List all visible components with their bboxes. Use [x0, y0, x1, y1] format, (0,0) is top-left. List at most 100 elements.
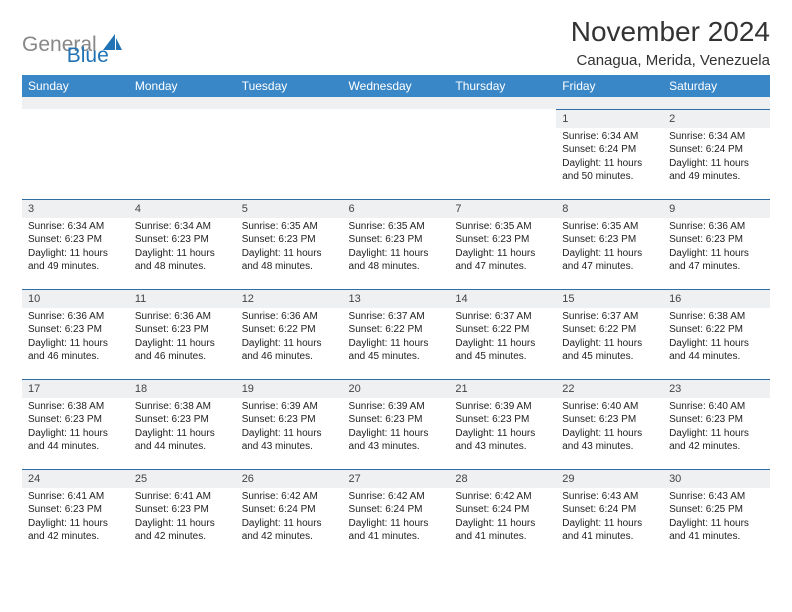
dayname-sunday: Sunday	[22, 75, 129, 97]
day-cell: 5Sunrise: 6:35 AMSunset: 6:23 PMDaylight…	[236, 199, 343, 289]
sunrise-text: Sunrise: 6:38 AM	[669, 310, 764, 324]
day-body: Sunrise: 6:37 AMSunset: 6:22 PMDaylight:…	[343, 308, 450, 366]
sunset-text: Sunset: 6:23 PM	[135, 323, 230, 337]
sunrise-text: Sunrise: 6:34 AM	[562, 130, 657, 144]
daylight-text: Daylight: 11 hours and 43 minutes.	[562, 427, 657, 454]
daylight-text: Daylight: 11 hours and 46 minutes.	[135, 337, 230, 364]
day-cell: 21Sunrise: 6:39 AMSunset: 6:23 PMDayligh…	[449, 379, 556, 469]
day-cell: 27Sunrise: 6:42 AMSunset: 6:24 PMDayligh…	[343, 469, 450, 559]
daylight-text: Daylight: 11 hours and 47 minutes.	[669, 247, 764, 274]
sunrise-text: Sunrise: 6:35 AM	[455, 220, 550, 234]
day-body: Sunrise: 6:37 AMSunset: 6:22 PMDaylight:…	[556, 308, 663, 366]
daylight-text: Daylight: 11 hours and 45 minutes.	[455, 337, 550, 364]
sunrise-text: Sunrise: 6:36 AM	[242, 310, 337, 324]
day-cell: 24Sunrise: 6:41 AMSunset: 6:23 PMDayligh…	[22, 469, 129, 559]
sunset-text: Sunset: 6:23 PM	[562, 233, 657, 247]
sunrise-text: Sunrise: 6:43 AM	[669, 490, 764, 504]
sunset-text: Sunset: 6:22 PM	[455, 323, 550, 337]
day-number: 25	[129, 470, 236, 488]
week-row: 10Sunrise: 6:36 AMSunset: 6:23 PMDayligh…	[22, 289, 770, 379]
day-body: Sunrise: 6:39 AMSunset: 6:23 PMDaylight:…	[236, 398, 343, 456]
dayname-monday: Monday	[129, 75, 236, 97]
sunrise-text: Sunrise: 6:38 AM	[135, 400, 230, 414]
sunrise-text: Sunrise: 6:39 AM	[455, 400, 550, 414]
calendar-table: Sunday Monday Tuesday Wednesday Thursday…	[22, 75, 770, 559]
daylight-text: Daylight: 11 hours and 46 minutes.	[242, 337, 337, 364]
day-cell: 3Sunrise: 6:34 AMSunset: 6:23 PMDaylight…	[22, 199, 129, 289]
day-body: Sunrise: 6:35 AMSunset: 6:23 PMDaylight:…	[556, 218, 663, 276]
daylight-text: Daylight: 11 hours and 43 minutes.	[455, 427, 550, 454]
day-number: 14	[449, 290, 556, 308]
day-number: 28	[449, 470, 556, 488]
day-number: 1	[556, 110, 663, 128]
day-number: 19	[236, 380, 343, 398]
dayname-tuesday: Tuesday	[236, 75, 343, 97]
day-cell: 12Sunrise: 6:36 AMSunset: 6:22 PMDayligh…	[236, 289, 343, 379]
daylight-text: Daylight: 11 hours and 48 minutes.	[135, 247, 230, 274]
sunrise-text: Sunrise: 6:42 AM	[455, 490, 550, 504]
sunrise-text: Sunrise: 6:37 AM	[349, 310, 444, 324]
sunset-text: Sunset: 6:24 PM	[242, 503, 337, 517]
day-cell: 29Sunrise: 6:43 AMSunset: 6:24 PMDayligh…	[556, 469, 663, 559]
day-cell: 18Sunrise: 6:38 AMSunset: 6:23 PMDayligh…	[129, 379, 236, 469]
day-body: Sunrise: 6:36 AMSunset: 6:22 PMDaylight:…	[236, 308, 343, 366]
sunset-text: Sunset: 6:24 PM	[562, 503, 657, 517]
sunrise-text: Sunrise: 6:34 AM	[135, 220, 230, 234]
week-row: 17Sunrise: 6:38 AMSunset: 6:23 PMDayligh…	[22, 379, 770, 469]
day-body: Sunrise: 6:43 AMSunset: 6:25 PMDaylight:…	[663, 488, 770, 546]
daylight-text: Daylight: 11 hours and 47 minutes.	[455, 247, 550, 274]
daylight-text: Daylight: 11 hours and 48 minutes.	[242, 247, 337, 274]
day-cell: 17Sunrise: 6:38 AMSunset: 6:23 PMDayligh…	[22, 379, 129, 469]
day-body: Sunrise: 6:36 AMSunset: 6:23 PMDaylight:…	[22, 308, 129, 366]
day-cell	[236, 109, 343, 199]
day-cell: 15Sunrise: 6:37 AMSunset: 6:22 PMDayligh…	[556, 289, 663, 379]
day-number: 8	[556, 200, 663, 218]
dayname-thursday: Thursday	[449, 75, 556, 97]
sunset-text: Sunset: 6:23 PM	[28, 503, 123, 517]
daylight-text: Daylight: 11 hours and 45 minutes.	[562, 337, 657, 364]
day-cell: 7Sunrise: 6:35 AMSunset: 6:23 PMDaylight…	[449, 199, 556, 289]
day-body: Sunrise: 6:35 AMSunset: 6:23 PMDaylight:…	[449, 218, 556, 276]
sunset-text: Sunset: 6:23 PM	[242, 413, 337, 427]
day-cell: 2Sunrise: 6:34 AMSunset: 6:24 PMDaylight…	[663, 109, 770, 199]
day-cell: 26Sunrise: 6:42 AMSunset: 6:24 PMDayligh…	[236, 469, 343, 559]
daylight-text: Daylight: 11 hours and 43 minutes.	[242, 427, 337, 454]
sunrise-text: Sunrise: 6:35 AM	[349, 220, 444, 234]
day-number: 4	[129, 200, 236, 218]
month-title: November 2024	[571, 16, 770, 48]
sunset-text: Sunset: 6:23 PM	[28, 413, 123, 427]
day-body: Sunrise: 6:42 AMSunset: 6:24 PMDaylight:…	[449, 488, 556, 546]
daylight-text: Daylight: 11 hours and 50 minutes.	[562, 157, 657, 184]
sunset-text: Sunset: 6:22 PM	[349, 323, 444, 337]
sunrise-text: Sunrise: 6:36 AM	[669, 220, 764, 234]
day-cell: 23Sunrise: 6:40 AMSunset: 6:23 PMDayligh…	[663, 379, 770, 469]
day-body: Sunrise: 6:38 AMSunset: 6:22 PMDaylight:…	[663, 308, 770, 366]
daylight-text: Daylight: 11 hours and 44 minutes.	[135, 427, 230, 454]
day-number: 22	[556, 380, 663, 398]
sunset-text: Sunset: 6:24 PM	[562, 143, 657, 157]
sunrise-text: Sunrise: 6:42 AM	[349, 490, 444, 504]
day-body: Sunrise: 6:38 AMSunset: 6:23 PMDaylight:…	[129, 398, 236, 456]
day-body: Sunrise: 6:35 AMSunset: 6:23 PMDaylight:…	[236, 218, 343, 276]
sunrise-text: Sunrise: 6:38 AM	[28, 400, 123, 414]
day-number: 30	[663, 470, 770, 488]
day-cell: 25Sunrise: 6:41 AMSunset: 6:23 PMDayligh…	[129, 469, 236, 559]
day-cell: 8Sunrise: 6:35 AMSunset: 6:23 PMDaylight…	[556, 199, 663, 289]
day-cell	[449, 109, 556, 199]
day-cell: 13Sunrise: 6:37 AMSunset: 6:22 PMDayligh…	[343, 289, 450, 379]
day-number: 21	[449, 380, 556, 398]
day-body: Sunrise: 6:36 AMSunset: 6:23 PMDaylight:…	[129, 308, 236, 366]
daylight-text: Daylight: 11 hours and 48 minutes.	[349, 247, 444, 274]
day-body: Sunrise: 6:34 AMSunset: 6:23 PMDaylight:…	[22, 218, 129, 276]
day-cell: 16Sunrise: 6:38 AMSunset: 6:22 PMDayligh…	[663, 289, 770, 379]
day-cell: 1 Sunrise: 6:34 AMSunset: 6:24 PMDaylight…	[556, 109, 663, 199]
sunrise-text: Sunrise: 6:41 AM	[28, 490, 123, 504]
day-number: 9	[663, 200, 770, 218]
sunrise-text: Sunrise: 6:39 AM	[242, 400, 337, 414]
sunrise-text: Sunrise: 6:36 AM	[135, 310, 230, 324]
dayname-wednesday: Wednesday	[343, 75, 450, 97]
day-number: 2	[663, 110, 770, 128]
day-cell: 9Sunrise: 6:36 AMSunset: 6:23 PMDaylight…	[663, 199, 770, 289]
day-cell	[22, 109, 129, 199]
day-number: 23	[663, 380, 770, 398]
